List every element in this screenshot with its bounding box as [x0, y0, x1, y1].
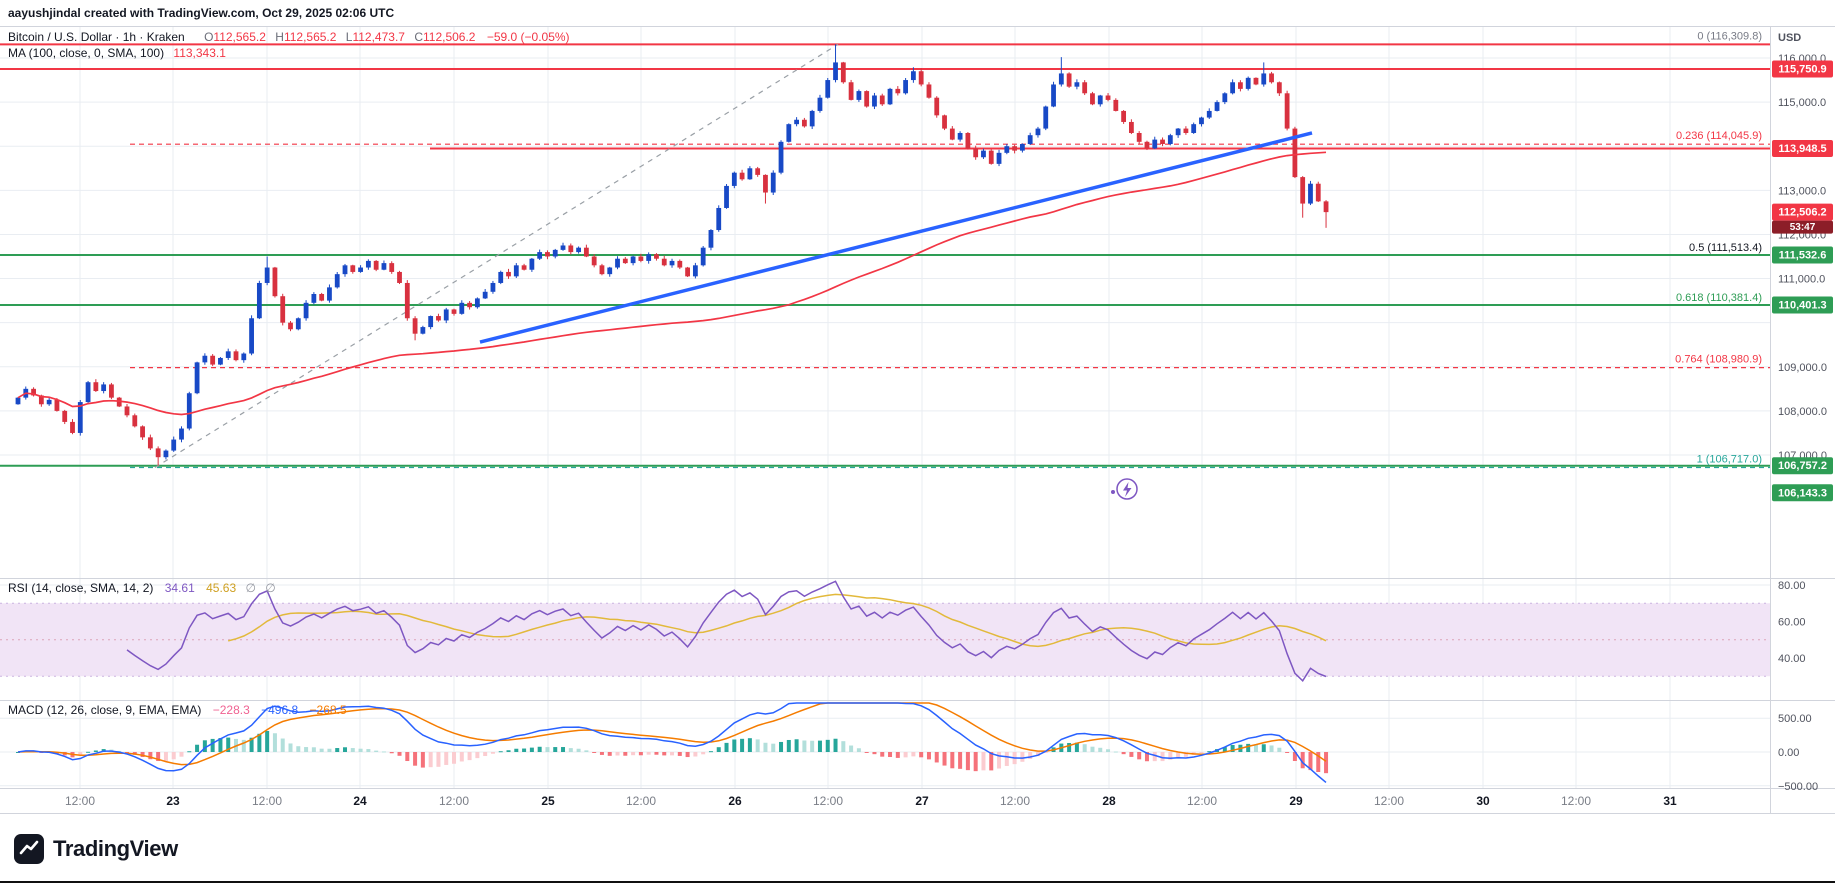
rsi-band-hidden-2: ∅ — [265, 581, 276, 595]
candlestick-series — [15, 44, 1329, 466]
price-badge: 110,401.3 — [1772, 296, 1833, 314]
trendlines-back[interactable] — [154, 43, 839, 468]
svg-text:12:00: 12:00 — [626, 794, 656, 808]
footer-bar: TradingView — [0, 816, 1835, 881]
svg-text:12:00: 12:00 — [1374, 794, 1404, 808]
rsi-label[interactable]: RSI (14, close, SMA, 14, 2) — [8, 581, 154, 595]
svg-text:30: 30 — [1476, 794, 1490, 808]
macd-label[interactable]: MACD (12, 26, close, 9, EMA, EMA) — [8, 703, 202, 717]
price-level-lines[interactable] — [0, 43, 1770, 467]
alert-icon[interactable] — [1111, 478, 1138, 500]
window-edge — [0, 881, 1835, 883]
svg-text:110,401.3: 110,401.3 — [1778, 299, 1826, 311]
svg-text:12:00: 12:00 — [439, 794, 469, 808]
ma-100-line — [17, 151, 1327, 416]
svg-text:12:00: 12:00 — [1561, 794, 1591, 808]
svg-text:26: 26 — [728, 794, 742, 808]
fib-labels: 0 (116,309.8) 0.236 (114,045.9) 0.5 (111,5… — [1675, 30, 1762, 465]
svg-text:−500.00: −500.00 — [1778, 781, 1818, 793]
macd-signal-value: −268.5 — [309, 703, 347, 717]
svg-text:111,532.6: 111,532.6 — [1779, 250, 1827, 262]
rsi-band-hidden-1: ∅ — [245, 581, 256, 595]
svg-text:0 (116,309.8): 0 (116,309.8) — [1697, 30, 1762, 42]
symbol-legend[interactable]: Bitcoin / U.S. Dollar · 1h · Kraken O112… — [8, 30, 570, 44]
svg-text:115,000.0: 115,000.0 — [1778, 97, 1826, 109]
svg-text:29: 29 — [1289, 794, 1303, 808]
svg-text:12:00: 12:00 — [65, 794, 95, 808]
price-badge: 112,506.2 53:47 — [1772, 203, 1833, 234]
open-label: O — [204, 30, 214, 44]
macd-legend[interactable]: MACD (12, 26, close, 9, EMA, EMA) −228.3… — [8, 703, 347, 717]
svg-text:28: 28 — [1102, 794, 1116, 808]
macd-plot — [17, 702, 1327, 783]
low-value: 112,473.7 — [352, 30, 405, 44]
price-badge: 106,757.2 — [1772, 457, 1833, 475]
svg-text:24: 24 — [353, 794, 367, 808]
svg-text:25: 25 — [541, 794, 555, 808]
svg-text:500.00: 500.00 — [1778, 713, 1812, 725]
svg-text:113,000.0: 113,000.0 — [1778, 185, 1826, 197]
svg-text:53:47: 53:47 — [1790, 222, 1816, 233]
close-label: C — [414, 30, 423, 44]
svg-text:0.764 (108,980.9): 0.764 (108,980.9) — [1675, 354, 1762, 366]
svg-text:112,506.2: 112,506.2 — [1778, 207, 1826, 219]
svg-text:12:00: 12:00 — [813, 794, 843, 808]
fib-retracement-lines[interactable] — [130, 143, 1770, 469]
svg-text:113,948.5: 113,948.5 — [1778, 143, 1826, 155]
svg-text:27: 27 — [915, 794, 929, 808]
ma-value: 113,343.1 — [173, 46, 226, 60]
svg-text:106,757.2: 106,757.2 — [1778, 460, 1827, 472]
macd-hist-value: −228.3 — [212, 703, 250, 717]
svg-text:12:00: 12:00 — [1187, 794, 1217, 808]
tradingview-wordmark[interactable]: TradingView — [53, 835, 178, 861]
pane-separators — [0, 26, 1835, 814]
svg-text:40.00: 40.00 — [1778, 653, 1806, 665]
price-badge: 115,750.9 — [1772, 60, 1833, 78]
rsi-value: 34.61 — [164, 581, 195, 595]
trendlines-front[interactable] — [479, 131, 1313, 344]
macd-histogram — [16, 730, 1329, 774]
price-badge: 111,532.6 — [1772, 246, 1833, 264]
rsi-legend[interactable]: RSI (14, close, SMA, 14, 2) 34.61 45.63 … — [8, 581, 276, 595]
rsi-band — [0, 602, 1770, 677]
high-label: H — [275, 30, 284, 44]
attribution-text: aayushjindal created with TradingView.co… — [8, 6, 395, 20]
time-axis[interactable]: 12:00 23 12:00 24 12:00 25 12:00 26 12:00 27 12:00… — [65, 794, 1677, 808]
svg-text:0.236 (114,045.9): 0.236 (114,045.9) — [1676, 130, 1762, 142]
rsi-ma-value: 45.63 — [206, 581, 237, 595]
svg-text:111,000.0: 111,000.0 — [1778, 274, 1825, 286]
open-value: 112,565.2 — [213, 30, 266, 44]
chart-canvas[interactable]: 0 (116,309.8) 0.236 (114,045.9) 0.5 (111,5… — [0, 0, 1835, 814]
macd-line-value: −496.8 — [261, 703, 299, 717]
svg-text:23: 23 — [166, 794, 180, 808]
svg-text:12:00: 12:00 — [252, 794, 282, 808]
price-badge: 113,948.5 — [1772, 139, 1833, 157]
rsi-plot — [126, 580, 1327, 682]
svg-text:31: 31 — [1663, 794, 1677, 808]
svg-text:1 (106,717.0): 1 (106,717.0) — [1697, 453, 1762, 465]
price-badge: 106,143.3 — [1772, 484, 1833, 502]
price-badges: 115,750.9 113,948.5 112,506.2 53:47 111,532.… — [1772, 60, 1833, 502]
svg-text:0.618 (110,381.4): 0.618 (110,381.4) — [1676, 292, 1762, 304]
change-value: −59.0 (−0.05%) — [486, 30, 570, 44]
tradingview-logo-icon[interactable] — [14, 833, 44, 864]
svg-text:80.00: 80.00 — [1778, 580, 1806, 592]
high-value: 112,565.2 — [283, 30, 337, 44]
svg-text:0.5 (111,513.4): 0.5 (111,513.4) — [1689, 242, 1762, 254]
svg-text:108,000.0: 108,000.0 — [1778, 406, 1827, 418]
svg-text:115,750.9: 115,750.9 — [1778, 63, 1826, 75]
symbol-title[interactable]: Bitcoin / U.S. Dollar · 1h · Kraken — [8, 30, 185, 44]
svg-text:109,000.0: 109,000.0 — [1778, 362, 1827, 374]
svg-text:60.00: 60.00 — [1778, 617, 1806, 629]
svg-text:0.00: 0.00 — [1778, 747, 1799, 759]
svg-text:106,143.3: 106,143.3 — [1778, 487, 1827, 499]
close-value: 112,506.2 — [422, 30, 476, 44]
ma-legend[interactable]: MA (100, close, 0, SMA, 100) 113,343.1 — [8, 46, 226, 60]
svg-text:USD: USD — [1778, 32, 1801, 44]
svg-text:12:00: 12:00 — [1000, 794, 1030, 808]
low-label: L — [345, 30, 353, 44]
ma-label[interactable]: MA (100, close, 0, SMA, 100) — [8, 46, 165, 60]
